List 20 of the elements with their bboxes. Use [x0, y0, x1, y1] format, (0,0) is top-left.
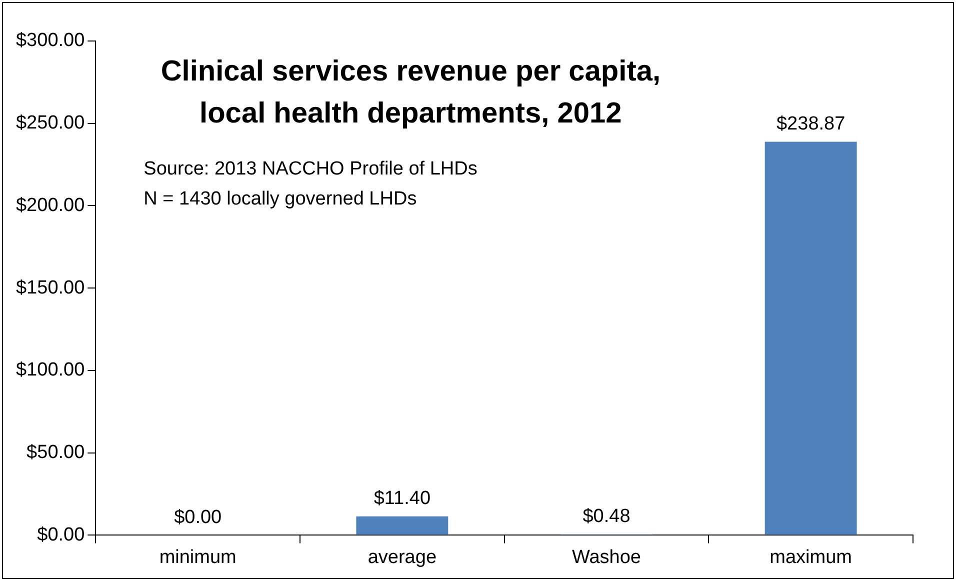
- y-tick-label: $250.00: [16, 112, 85, 134]
- y-tick-label: $100.00: [16, 360, 85, 381]
- x-tick-label: Washoe: [572, 546, 642, 568]
- data-label: $0.48: [582, 506, 630, 528]
- x-tick-label: average: [368, 546, 437, 568]
- annotation: N = 1430 locally governed LHDs: [144, 188, 417, 210]
- bar: [764, 142, 857, 535]
- text: Clinical services revenue per capita, local health departments, 2012: [160, 56, 661, 130]
- annotation: Source: 2013 NACCHO Profile of LHDs: [144, 158, 478, 180]
- y-tick-label: $300.00: [16, 30, 85, 52]
- x-tick-label: maximum: [770, 546, 852, 568]
- data-label: $238.87: [776, 113, 846, 134]
- bar: [356, 516, 448, 535]
- y-tick-label: $200.00: [16, 194, 85, 216]
- y-tick-label: $0.00: [37, 524, 85, 546]
- x-tick-label: minimum: [159, 546, 236, 568]
- y-tick-label: $150.00: [16, 277, 85, 298]
- data-label: $11.40: [374, 488, 431, 510]
- y-tick-label: $50.00: [26, 442, 85, 464]
- data-label: $0.00: [174, 506, 222, 528]
